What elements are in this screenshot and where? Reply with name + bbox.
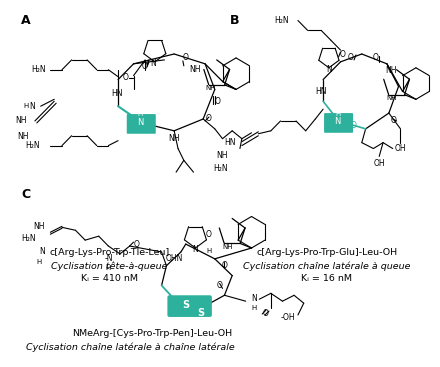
Text: H: H [37,259,42,265]
Text: NH: NH [386,95,397,101]
Text: OH: OH [374,159,385,168]
Text: O: O [183,54,189,62]
Text: Cyclisation chaîne latérale à queue: Cyclisation chaîne latérale à queue [243,261,411,270]
Text: O: O [133,240,139,248]
Text: H₂N: H₂N [31,65,46,74]
Text: OH: OH [395,144,406,153]
FancyBboxPatch shape [127,114,156,134]
Text: N: N [326,65,332,74]
Text: O: O [340,51,345,59]
Text: H: H [23,103,29,109]
Text: HN: HN [224,138,236,147]
Text: NMeArg-[Cys-Pro-Trp-Pen]-Leu-OH: NMeArg-[Cys-Pro-Trp-Pen]-Leu-OH [72,329,232,338]
Text: N: N [137,119,143,127]
Text: O: O [141,62,147,71]
Text: O: O [146,123,152,132]
Text: N: N [39,247,44,257]
Text: -OH: -OH [281,313,295,323]
Text: HN: HN [111,89,123,98]
Text: O: O [221,261,227,270]
Text: Cyclisation tête-à-queue: Cyclisation tête-à-queue [51,261,168,270]
Text: H₂N: H₂N [275,16,290,25]
Text: c[Arg-Lys-Pro-Trp-Glu]-Leu-OH: c[Arg-Lys-Pro-Trp-Glu]-Leu-OH [256,248,397,257]
Text: H: H [252,305,257,311]
Text: H: H [206,248,212,254]
Text: Kᵢ = 16 nM: Kᵢ = 16 nM [301,275,352,283]
Text: O: O [391,116,396,126]
Text: N: N [150,59,156,68]
Text: O: O [123,73,129,82]
FancyBboxPatch shape [324,113,353,133]
Text: NH: NH [385,66,396,75]
Text: H₂N: H₂N [22,234,36,243]
Text: c[Arg-Lys-Pro-Trp-Tle-Leu]: c[Arg-Lys-Pro-Trp-Tle-Leu] [49,248,170,257]
Text: N: N [252,294,257,303]
Text: NH: NH [205,86,216,91]
Text: H: H [106,265,111,271]
Text: O: O [215,97,220,106]
Text: H₂N: H₂N [213,164,227,173]
Text: NH: NH [18,132,29,141]
Text: NH: NH [169,134,180,143]
Text: O: O [347,54,353,62]
Text: N: N [193,246,198,254]
Text: OHN: OHN [165,254,183,264]
Text: HN: HN [315,87,327,96]
Text: O: O [262,309,268,317]
Text: O: O [372,54,378,62]
Text: NH: NH [222,244,233,250]
Text: N: N [334,117,341,127]
Text: NH: NH [15,116,27,126]
Text: H: H [138,111,143,117]
Text: O: O [350,121,356,130]
Text: NH: NH [217,151,228,160]
Text: S: S [198,308,205,318]
Text: O: O [216,281,223,290]
FancyBboxPatch shape [167,295,212,317]
Text: N: N [29,102,35,111]
Text: B: B [230,14,239,28]
Text: Kᵢ = 410 nM: Kᵢ = 410 nM [81,275,138,283]
Text: Cyclisation chaîne latérale à chaîne latérale: Cyclisation chaîne latérale à chaîne lat… [26,342,235,352]
Text: O: O [206,115,212,123]
Text: NH: NH [190,65,201,74]
Text: -N: -N [104,254,113,264]
Text: A: A [21,14,31,28]
Text: NH: NH [33,222,44,231]
Text: S: S [182,300,189,310]
Text: H₂N: H₂N [25,141,40,150]
Text: O: O [206,230,212,239]
Text: C: C [21,188,30,201]
Text: H: H [335,111,340,117]
